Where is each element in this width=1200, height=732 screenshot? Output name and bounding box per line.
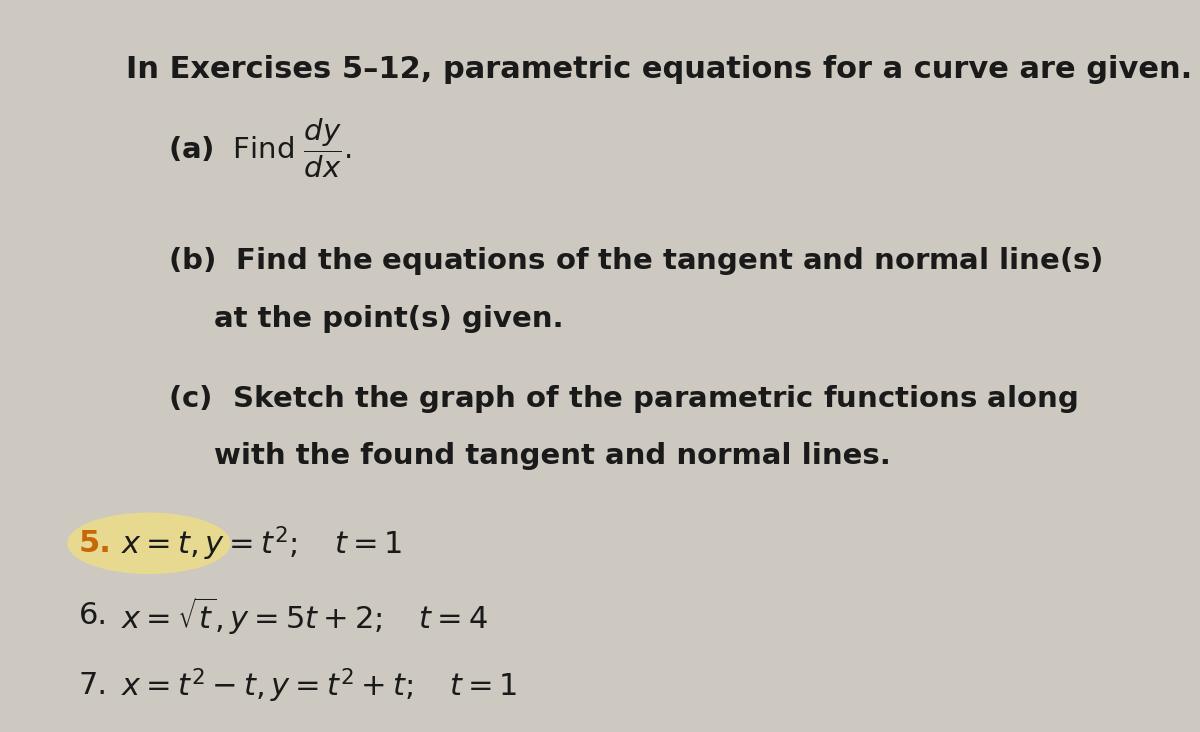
Text: $x = t^2 - t, y = t^2 + t;$   $t = 1$: $x = t^2 - t, y = t^2 + t;$ $t = 1$: [121, 667, 517, 705]
Text: $\bf{(a)}$  Find $\dfrac{dy}{dx}$.: $\bf{(a)}$ Find $\dfrac{dy}{dx}$.: [168, 117, 352, 181]
Text: at the point(s) given.: at the point(s) given.: [215, 305, 564, 333]
Text: $\bf{(b)}$  Find the equations of the tangent and normal line(s): $\bf{(b)}$ Find the equations of the tan…: [168, 245, 1103, 277]
Ellipse shape: [67, 512, 230, 574]
Text: $x = t, y = t^2;$   $t = 1$: $x = t, y = t^2;$ $t = 1$: [121, 524, 402, 563]
Text: In Exercises 5–12, parametric equations for a curve are given.: In Exercises 5–12, parametric equations …: [126, 55, 1192, 84]
Text: $\bf{(c)}$  Sketch the graph of the parametric functions along: $\bf{(c)}$ Sketch the graph of the param…: [168, 383, 1078, 414]
Text: 5.: 5.: [79, 529, 112, 558]
Text: $x = \sqrt{t}, y = 5t + 2;$   $t = 4$: $x = \sqrt{t}, y = 5t + 2;$ $t = 4$: [121, 594, 488, 637]
Text: with the found tangent and normal lines.: with the found tangent and normal lines.: [215, 442, 892, 471]
Text: 7.: 7.: [79, 671, 108, 701]
Text: 6.: 6.: [79, 601, 108, 630]
